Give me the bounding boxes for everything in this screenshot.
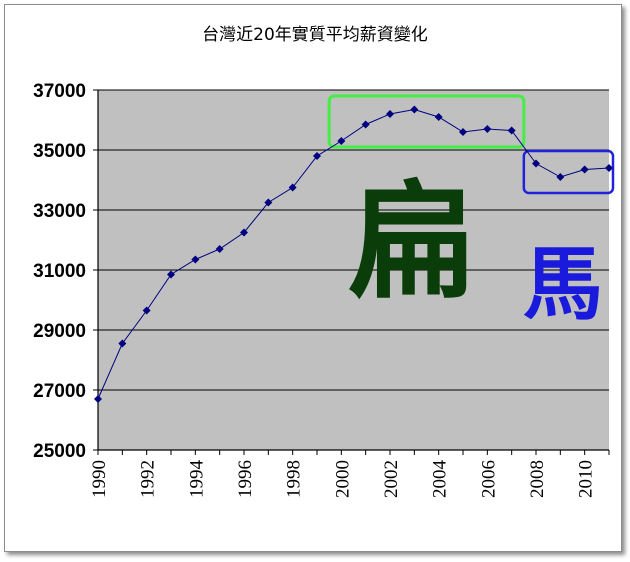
x-tick-label: 1994 xyxy=(186,460,207,499)
data-point xyxy=(313,152,321,160)
x-tick-label: 2000 xyxy=(332,460,353,498)
data-point xyxy=(215,245,224,253)
annotation-labels: 扁馬 xyxy=(348,168,603,331)
data-point xyxy=(410,105,419,114)
data-point xyxy=(556,173,565,181)
x-tick-label: 1992 xyxy=(138,460,159,498)
data-point xyxy=(94,395,102,403)
y-tick-label: 27000 xyxy=(33,381,86,402)
data-point xyxy=(580,165,589,174)
annotation-label-ma: 馬 xyxy=(523,238,603,331)
data-point xyxy=(288,183,297,192)
annotation-box-ma xyxy=(522,149,615,195)
data-point xyxy=(240,228,248,237)
x-tick-label: 1996 xyxy=(235,460,256,498)
data-point xyxy=(459,128,467,136)
x-tick-label: 2002 xyxy=(381,460,402,498)
data-point xyxy=(532,159,540,168)
series-line xyxy=(97,108,610,400)
data-point xyxy=(361,120,370,129)
data-point xyxy=(483,125,492,133)
y-tick-label: 37000 xyxy=(33,81,86,102)
data-point xyxy=(264,198,273,207)
y-tick-label: 25000 xyxy=(33,441,86,462)
chart-title: 台灣近20年實質平均薪資變化 xyxy=(202,25,428,45)
series xyxy=(94,105,613,403)
data-point xyxy=(142,306,151,315)
data-point xyxy=(434,113,443,121)
x-tick-label: 2004 xyxy=(430,460,451,499)
data-point xyxy=(386,110,394,118)
x-tick-label: 1998 xyxy=(284,460,305,498)
data-point xyxy=(167,270,175,279)
tick-labels: 25000 27000 29000 31000 33000 35000 37000 1990 1… xyxy=(33,81,597,498)
y-tick-label: 35000 xyxy=(33,141,86,162)
y-tick-label: 33000 xyxy=(33,201,86,222)
annotation-label-bian: 扁 xyxy=(348,168,476,317)
data-point xyxy=(507,126,516,135)
data-point xyxy=(605,164,613,172)
data-point xyxy=(337,137,346,145)
x-tick-label: 2008 xyxy=(527,460,548,498)
annotation-boxes xyxy=(327,94,615,195)
data-point xyxy=(118,339,127,348)
x-tick-label: 2010 xyxy=(576,460,597,498)
x-tick-label: 1990 xyxy=(89,460,110,498)
data-point xyxy=(191,255,200,264)
gridlines xyxy=(98,89,609,391)
y-tick-label: 29000 xyxy=(33,321,86,342)
axes xyxy=(93,89,610,455)
x-tick-label: 2006 xyxy=(478,460,499,498)
annotation-box-bian xyxy=(327,94,526,149)
y-tick-label: 31000 xyxy=(33,261,86,282)
